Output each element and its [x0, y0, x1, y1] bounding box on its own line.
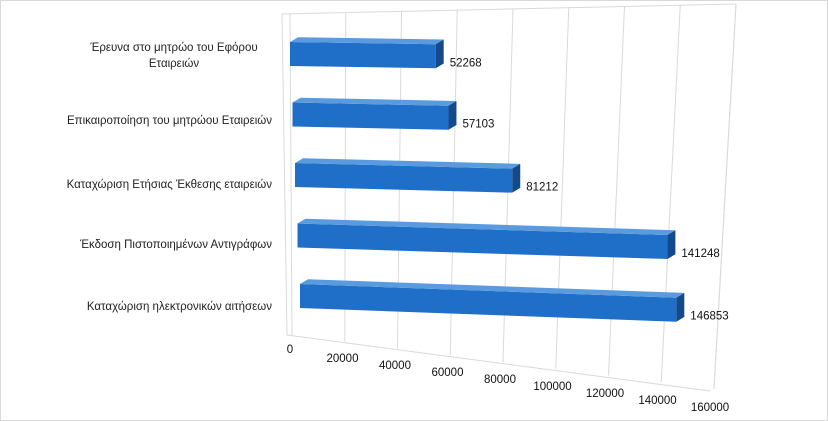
- chart-bars: [290, 37, 685, 322]
- data-label: 141248: [681, 248, 719, 260]
- bar-top: [292, 97, 457, 106]
- category-label: Έρευνα στο μητρώο του Εφόρου Εταιρειών: [89, 42, 257, 70]
- bar: [295, 163, 513, 193]
- back-wall-top-edge: [281, 3, 737, 15]
- gridline: [289, 13, 293, 336]
- data-label: 57103: [462, 119, 494, 131]
- category-labels: Έρευνα στο μητρώο του Εφόρου Εταιρειών Επι…: [67, 42, 273, 313]
- data-labels: 52268 57103 81212 141248 146853: [450, 57, 729, 322]
- x-tick-label: 120000: [586, 388, 624, 400]
- bar-end: [448, 100, 457, 130]
- category-label: Καταχώριση ηλεκτρονικών αιτήσεων: [87, 301, 272, 313]
- x-tick-label: 140000: [638, 395, 676, 407]
- x-tick-label: 60000: [432, 367, 464, 379]
- bar-top: [295, 158, 521, 169]
- data-label: 146853: [690, 311, 728, 323]
- bar-top: [297, 218, 676, 236]
- gridline: [608, 6, 625, 376]
- bar-top: [290, 37, 444, 45]
- bar-end: [676, 292, 685, 322]
- data-label: 52268: [450, 57, 482, 69]
- bar: [297, 223, 668, 260]
- category-label: Καταχώριση Ετήσιας Έκθεσης εταιρειών: [67, 179, 273, 191]
- category-label: Επικαιροποίηση του μητρώου Εταιρειών: [67, 115, 272, 127]
- bar: [292, 102, 449, 130]
- x-tick-label: 80000: [484, 374, 516, 386]
- bar-end: [435, 39, 444, 69]
- x-tick-label: 0: [287, 344, 293, 356]
- bar-top: [300, 279, 685, 298]
- x-axis-tick-labels: 0 20000 40000 60000 80000 100000 120000 140000 1…: [287, 344, 729, 414]
- bar-end: [512, 163, 521, 193]
- x-tick-label: 20000: [327, 353, 359, 365]
- x-tick-label: 40000: [379, 360, 411, 372]
- data-label: 81212: [526, 182, 558, 194]
- left-wall-edge: [281, 13, 288, 336]
- bar: [300, 284, 677, 322]
- bar-end: [667, 230, 676, 260]
- floor-front-edge: [286, 334, 711, 392]
- x-tick-label: 160000: [691, 402, 729, 414]
- x-tick-label: 100000: [533, 381, 571, 393]
- gridline: [713, 3, 737, 390]
- bar: [290, 42, 436, 69]
- category-label: Έκδοση Πιστοποιημένων Αντιγράφων: [79, 239, 272, 251]
- gridline: [660, 5, 681, 383]
